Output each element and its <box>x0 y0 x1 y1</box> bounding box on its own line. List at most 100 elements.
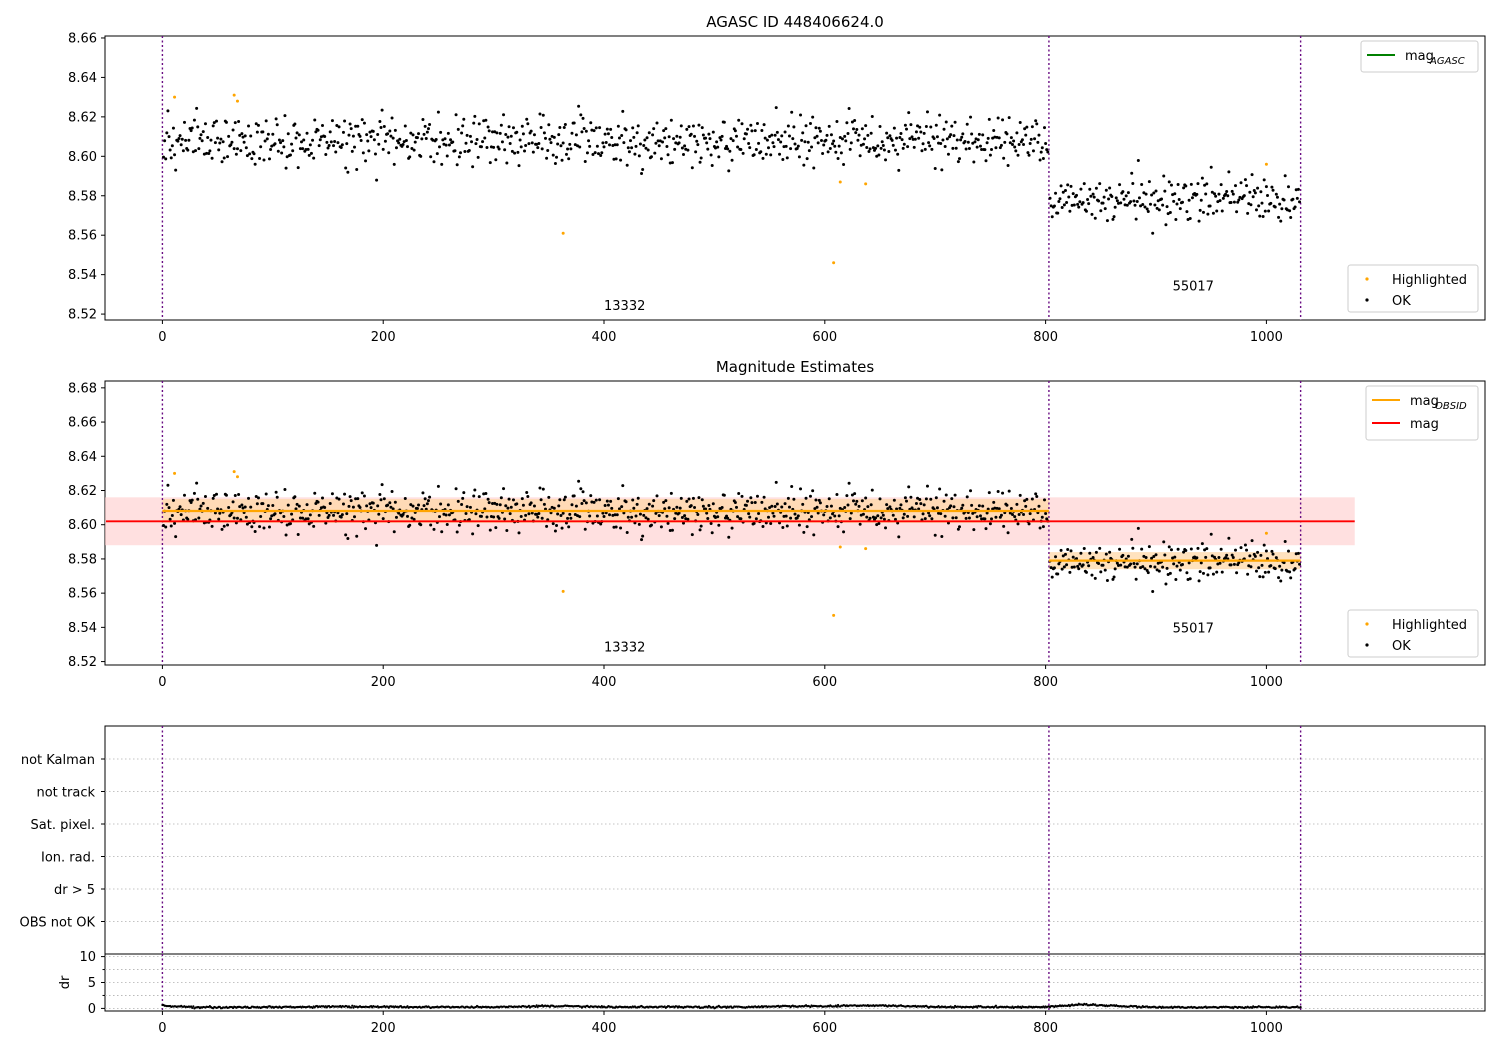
ok-point <box>855 499 859 503</box>
ok-point <box>472 494 476 498</box>
ok-point <box>584 129 588 133</box>
ok-point <box>507 497 511 501</box>
ok-point <box>928 514 932 518</box>
ok-point <box>1172 562 1176 566</box>
ok-point <box>669 118 673 122</box>
ok-point <box>1294 552 1298 556</box>
ok-point <box>1123 203 1127 207</box>
ok-point <box>561 141 565 145</box>
ok-point <box>1016 522 1020 526</box>
ok-point <box>1069 184 1073 188</box>
ok-point <box>776 138 780 142</box>
ok-point <box>649 155 653 159</box>
ok-point <box>1094 186 1098 190</box>
ok-point <box>791 137 795 141</box>
ok-point <box>1113 567 1117 571</box>
ok-point <box>609 499 613 503</box>
ok-point <box>943 145 947 149</box>
ok-point <box>1168 571 1172 575</box>
ok-point <box>1232 200 1236 204</box>
ok-point <box>869 503 873 507</box>
ok-point <box>538 486 542 490</box>
ok-point <box>345 512 349 516</box>
ok-point <box>224 120 228 124</box>
ok-point <box>240 132 244 136</box>
ok-point <box>439 502 443 506</box>
ok-point <box>313 118 317 122</box>
ok-point <box>1214 194 1218 198</box>
ok-point <box>1139 566 1143 570</box>
ok-point <box>617 136 621 140</box>
ok-point <box>164 157 168 161</box>
ok-point <box>1298 562 1302 566</box>
ok-point <box>711 502 715 506</box>
ok-point <box>952 505 956 509</box>
ok-point <box>375 178 379 182</box>
ok-point <box>785 524 789 528</box>
ok-point <box>345 142 349 146</box>
ok-point <box>951 516 955 520</box>
ok-point <box>815 134 819 138</box>
ok-point <box>588 514 592 518</box>
ok-point <box>296 166 300 170</box>
ok-point <box>242 140 246 144</box>
ok-point <box>867 149 871 153</box>
ok-point <box>377 142 381 146</box>
ok-point <box>1296 187 1300 191</box>
ok-point <box>726 147 730 151</box>
ok-point <box>455 163 459 167</box>
ok-point <box>939 142 943 146</box>
y-tick-label: 8.58 <box>68 189 97 204</box>
ok-point <box>874 146 878 150</box>
ok-point <box>835 120 839 124</box>
ok-point <box>270 144 274 148</box>
ok-point <box>248 152 252 156</box>
ok-point <box>360 118 364 122</box>
ok-point <box>710 531 714 535</box>
ok-point <box>840 137 844 141</box>
ok-point <box>262 158 266 162</box>
ok-point <box>1280 207 1284 211</box>
ok-point <box>288 522 292 526</box>
ok-point <box>624 500 628 504</box>
ok-point <box>436 110 440 114</box>
ok-point <box>1023 127 1027 131</box>
ok-point <box>631 498 635 502</box>
ok-point <box>515 502 519 506</box>
ok-point <box>542 502 546 506</box>
ok-point <box>606 132 610 136</box>
ok-point <box>1200 542 1204 546</box>
ok-point <box>358 505 362 509</box>
ok-point <box>294 136 298 140</box>
ok-point <box>753 129 757 133</box>
ok-point <box>693 134 697 138</box>
ok-point <box>1261 575 1265 579</box>
ok-point <box>1147 545 1151 549</box>
ok-point <box>831 512 835 516</box>
ok-point <box>875 523 879 527</box>
ok-point <box>1246 572 1250 576</box>
ok-point <box>817 126 821 130</box>
ok-point <box>625 530 629 534</box>
ok-point <box>1182 186 1186 190</box>
ok-point <box>167 506 171 510</box>
ok-point <box>775 130 779 134</box>
ok-point <box>955 138 959 142</box>
x-tick-label: 200 <box>371 675 396 690</box>
ok-point <box>537 512 541 516</box>
ok-point <box>295 131 299 135</box>
ok-point <box>722 120 726 124</box>
ok-point <box>563 123 567 127</box>
ok-point <box>1078 562 1082 566</box>
ok-point <box>412 517 416 521</box>
ok-point <box>619 158 623 162</box>
ok-point <box>1245 548 1249 552</box>
ok-point <box>380 108 384 112</box>
ok-point <box>317 513 321 517</box>
ok-point <box>1227 536 1231 540</box>
ok-point <box>197 516 201 520</box>
ok-point <box>354 124 358 128</box>
ok-point <box>852 499 856 503</box>
ok-point <box>924 125 928 129</box>
